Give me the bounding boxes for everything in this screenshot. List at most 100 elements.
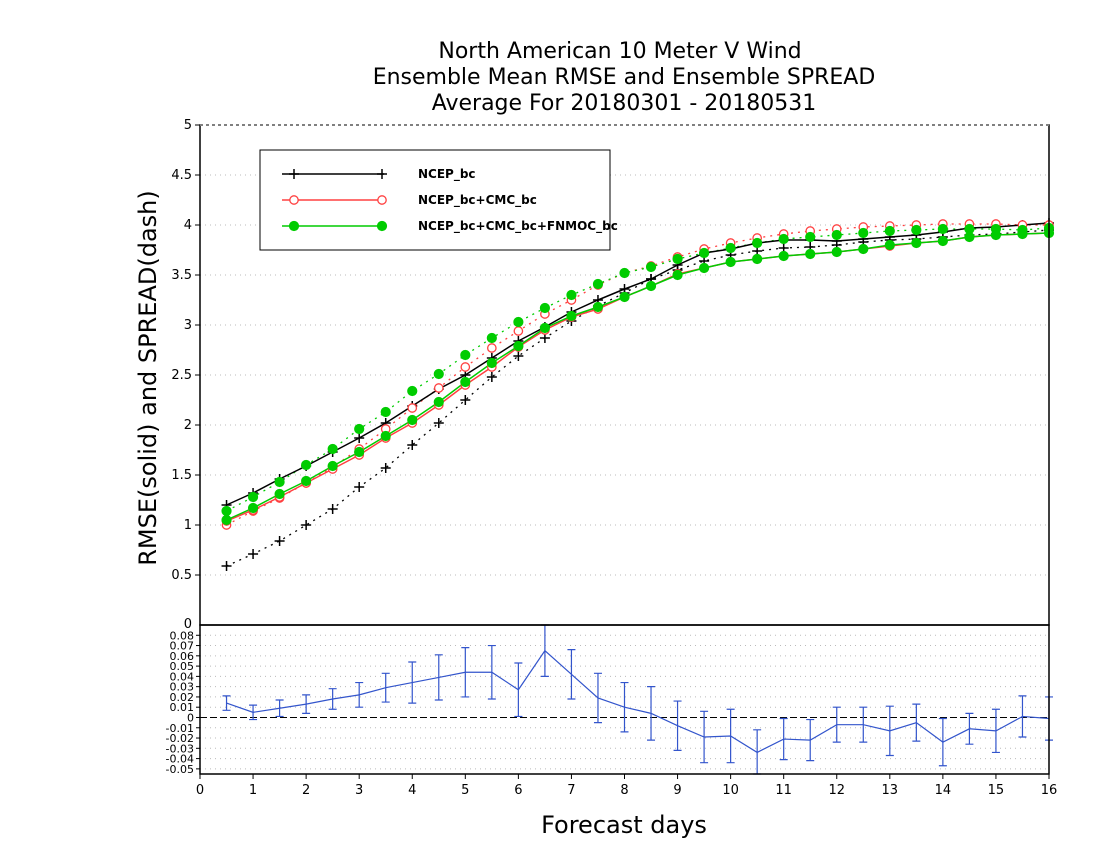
y-tick-label: -0.01 <box>166 722 194 735</box>
error-bar <box>328 688 337 710</box>
dot-marker <box>937 223 948 235</box>
dot-marker <box>858 227 869 239</box>
y-tick-label: -0.05 <box>166 763 194 776</box>
y-tick-label: 0.08 <box>170 629 195 642</box>
error-bar <box>567 649 576 700</box>
error-bar <box>487 644 496 700</box>
dot-marker <box>513 340 524 352</box>
axis-ticks: 0.511.522.533.544.550-0.05-0.04-0.03-0.0… <box>166 118 1058 798</box>
rmse-line <box>226 232 1050 522</box>
y-tick-label: 0 <box>187 711 194 724</box>
y-tick-label: -0.03 <box>166 742 194 755</box>
dot-marker <box>698 262 710 274</box>
dot-marker <box>831 229 842 241</box>
dot-marker <box>592 278 604 290</box>
dot-marker <box>539 302 551 314</box>
x-tick-label: 7 <box>567 783 575 798</box>
x-tick-label: 6 <box>514 783 522 798</box>
dot-marker <box>778 233 789 245</box>
dot-marker <box>698 247 710 259</box>
dot-marker <box>460 376 471 388</box>
x-tick-label: 11 <box>775 783 792 798</box>
error-bar <box>355 681 364 708</box>
y-tick-label: 0.01 <box>170 701 195 714</box>
plus-marker <box>248 549 259 559</box>
dot-marker <box>380 430 391 442</box>
y-tick-label: 1 <box>184 518 192 533</box>
error-bar <box>859 706 868 743</box>
error-bar <box>249 704 258 721</box>
x-tick-label: 16 <box>1041 783 1058 798</box>
plus-marker <box>274 536 285 546</box>
dot-marker <box>645 261 657 273</box>
title-line-3: Average For 20180301 - 20180531 <box>432 91 817 116</box>
y-tick-label: 0.04 <box>170 670 195 683</box>
legend: NCEP_bc NCEP_bc+CMC_bc NCEP_bc+CMC_bc+FNMO… <box>259 149 618 251</box>
spread-line <box>226 227 1050 512</box>
error-bar <box>885 705 894 757</box>
x-tick-label: 1 <box>249 783 257 798</box>
plus-marker <box>354 433 365 443</box>
rmse-line <box>226 222 1050 506</box>
error-bar <box>514 662 523 718</box>
dot-marker <box>539 322 551 334</box>
error-bar <box>540 624 549 677</box>
dot-marker <box>407 414 418 426</box>
difference-line <box>226 649 1050 754</box>
y-tick-label: 0.07 <box>170 640 195 653</box>
y-tick-label: -0.02 <box>166 732 194 745</box>
dot-marker <box>327 443 338 455</box>
plus-marker <box>354 482 365 492</box>
dot-marker <box>221 514 232 526</box>
dot-marker <box>1017 228 1028 240</box>
error-bar <box>938 717 947 767</box>
y-tick-label: 2.5 <box>171 368 192 383</box>
dot-marker <box>645 280 657 292</box>
x-tick-label: 0 <box>196 783 204 798</box>
y-tick-label: 0.02 <box>170 691 195 704</box>
error-bar <box>779 717 788 761</box>
circle-marker <box>513 326 524 336</box>
y-tick-label: 5 <box>184 118 192 133</box>
plus-marker <box>289 169 299 179</box>
dot-marker <box>221 505 232 517</box>
y-tick-label: -0.04 <box>166 753 194 766</box>
y-tick-label: 3 <box>184 318 192 333</box>
x-tick-label: 15 <box>988 783 1005 798</box>
error-bar <box>647 686 656 741</box>
dot-marker <box>513 316 524 328</box>
dot-marker <box>911 224 922 236</box>
y-tick-label: 2 <box>184 418 192 433</box>
dot-marker <box>247 491 259 503</box>
x-tick-label: 10 <box>722 783 739 798</box>
error-bar <box>1018 695 1027 738</box>
dot-marker <box>407 385 418 397</box>
circle-marker <box>460 362 471 372</box>
legend-label: NCEP_bc <box>418 167 476 182</box>
plus-marker <box>407 440 418 450</box>
x-tick-label: 13 <box>882 783 899 798</box>
plus-marker <box>221 561 232 571</box>
y-tick-label: 4.5 <box>171 168 192 183</box>
circle-marker <box>377 195 387 205</box>
dot-marker <box>937 235 948 247</box>
plus-marker <box>460 395 471 405</box>
legend-label: NCEP_bc+CMC_bc+FNMOC_bc <box>418 219 618 234</box>
dot-marker <box>274 476 285 488</box>
dot-marker <box>327 460 338 472</box>
x-axis-label: Forecast days <box>541 811 707 839</box>
dot-marker <box>911 237 922 249</box>
dot-marker <box>274 488 285 500</box>
plus-marker <box>433 418 444 428</box>
dot-marker <box>376 220 388 232</box>
dot-marker <box>592 301 604 313</box>
x-tick-label: 14 <box>935 783 952 798</box>
error-bar <box>753 729 762 775</box>
dot-marker <box>566 289 577 301</box>
title-line-1: North American 10 Meter V Wind <box>438 39 801 64</box>
dot-marker <box>672 253 683 265</box>
error-bar <box>408 661 417 704</box>
error-bar <box>912 703 921 742</box>
error-bar <box>832 706 841 743</box>
spread-line <box>226 229 1050 567</box>
